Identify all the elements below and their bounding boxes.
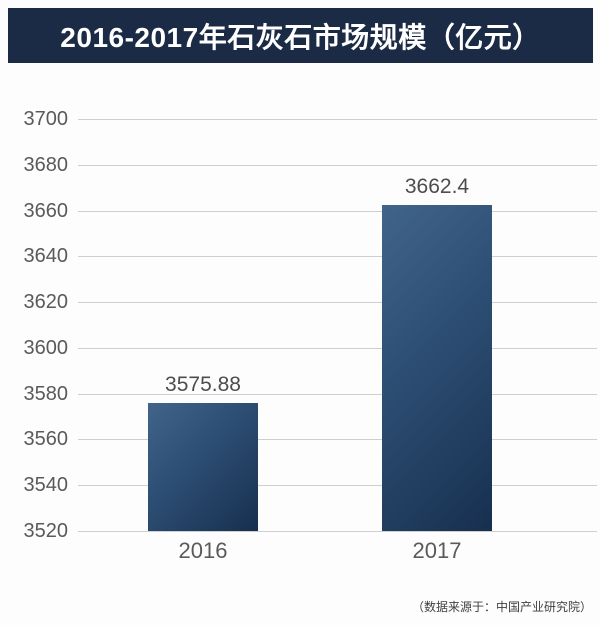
bar-2016: [148, 403, 258, 531]
gridline: [78, 302, 597, 304]
chart-title: 2016-2017年石灰石市场规模（亿元）: [60, 21, 541, 53]
gridline: [78, 485, 597, 487]
gridline: [78, 531, 597, 532]
y-axis-tick-label: 3600: [23, 336, 69, 359]
y-axis-tick-label: 3680: [23, 153, 69, 176]
gridline: [78, 256, 597, 258]
y-axis-tick-label: 3660: [23, 199, 69, 222]
y-axis-tick-label: 3520: [23, 520, 69, 542]
y-axis-tick-label: 3540: [23, 474, 69, 497]
bar-value-label: 3662.4: [404, 175, 470, 199]
y-axis-tick-label: 3560: [23, 428, 69, 451]
bar-value-label: 3575.88: [165, 373, 241, 397]
gridline: [78, 347, 597, 349]
gridline: [78, 164, 597, 166]
gridline: [78, 119, 597, 120]
plot-area: 3575.88 3662.4: [78, 119, 597, 532]
title-banner: 2016-2017年石灰石市场规模（亿元）: [8, 8, 593, 63]
y-axis-tick-label: 3620: [23, 291, 69, 314]
x-axis-label-2017: 2017: [412, 538, 462, 563]
y-axis-tick-label: 3640: [23, 245, 69, 268]
gridline: [78, 439, 597, 441]
x-axis-label-2016: 2016: [178, 538, 228, 563]
source-note: （数据来源于：中国产业研究院）: [411, 600, 592, 614]
bar-2017: [382, 205, 492, 531]
gridline: [78, 393, 597, 395]
y-axis-tick-label: 3700: [23, 108, 69, 130]
gridline: [78, 210, 597, 212]
y-axis-tick-label: 3580: [23, 382, 69, 405]
